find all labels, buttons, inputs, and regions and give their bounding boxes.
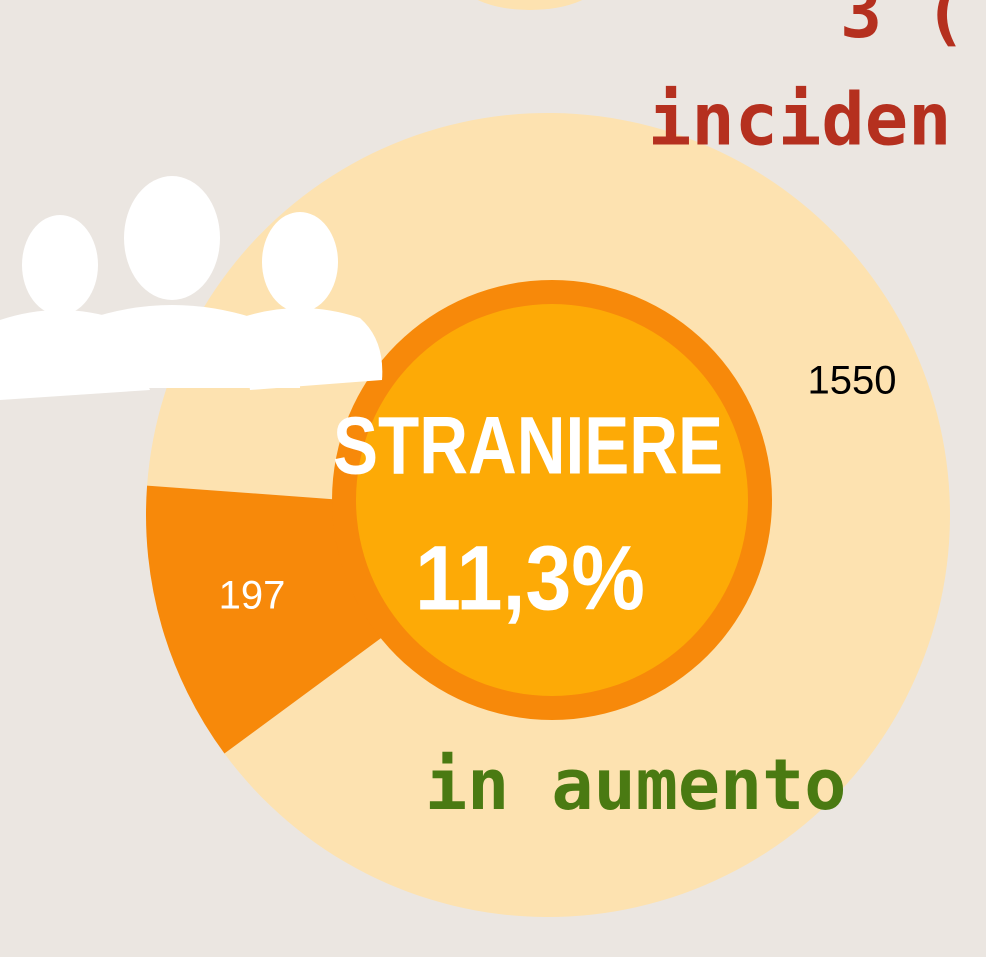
slice-label: 1550 xyxy=(808,359,897,403)
center-disc xyxy=(356,304,748,696)
people-icon xyxy=(0,176,383,400)
slice-label: 197 xyxy=(219,574,286,618)
center-value: 11,3% xyxy=(415,527,645,629)
decor-circle xyxy=(477,0,583,10)
annotation: 3 ( xyxy=(840,0,966,54)
annotation: inciden xyxy=(648,78,951,162)
center-title: STRANIERE xyxy=(333,401,723,492)
annotation: in aumento xyxy=(425,744,846,826)
